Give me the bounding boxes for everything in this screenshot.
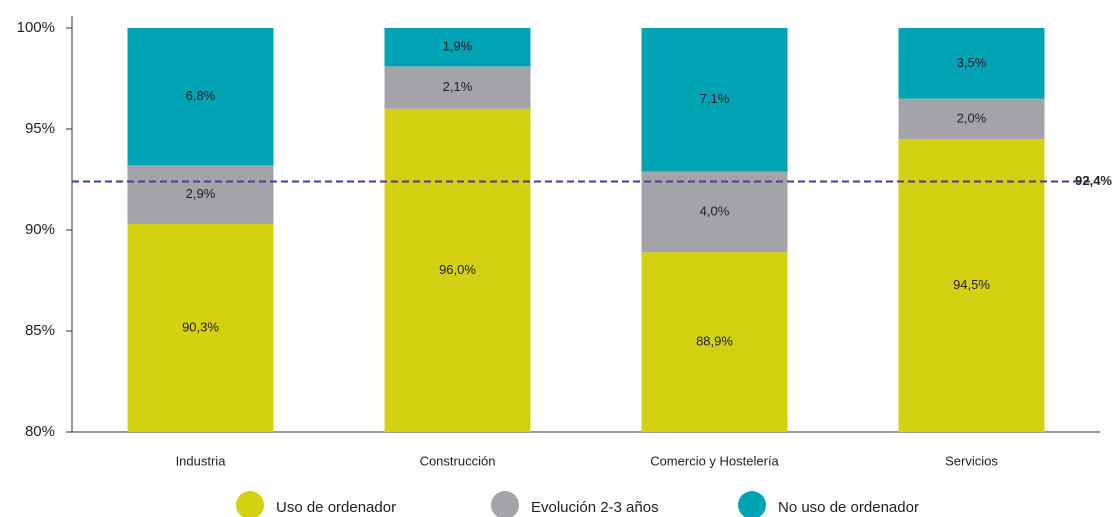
x-tick-label: Construcción	[420, 453, 496, 468]
reference-label: 92,4%	[1075, 173, 1112, 188]
data-label: 1,9%	[443, 39, 473, 54]
legend-label: Uso de ordenador	[276, 499, 396, 516]
bar-segment	[898, 98, 1045, 140]
legend-swatch	[738, 491, 766, 517]
data-label: 2,0%	[957, 110, 987, 125]
x-tick-label: Industria	[176, 453, 227, 468]
y-tick-label: 95%	[25, 120, 55, 137]
x-tick-label: Servicios	[945, 453, 998, 468]
bars	[127, 28, 1045, 432]
legend-swatch	[236, 491, 264, 517]
bar-segment	[641, 28, 788, 172]
legend-label: No uso de ordenador	[778, 499, 919, 516]
y-tick-label: 90%	[25, 221, 55, 238]
y-tick-label: 80%	[25, 423, 55, 440]
bar-segment	[384, 108, 531, 432]
y-tick-label: 100%	[17, 19, 55, 36]
bar-segment	[384, 28, 531, 67]
data-label: 3,5%	[957, 55, 987, 70]
y-tick-label: 85%	[25, 322, 55, 339]
data-label: 90,3%	[182, 319, 219, 334]
data-label: 2,1%	[443, 79, 473, 94]
bar-segment	[127, 28, 274, 166]
bar-segment	[127, 223, 274, 432]
data-label: 2,9%	[186, 186, 216, 201]
data-label: 7,1%	[700, 91, 730, 106]
bar-segment	[898, 28, 1045, 99]
legend-swatch	[491, 491, 519, 517]
x-tick-label: Comercio y Hostelería	[650, 453, 779, 468]
data-label: 94,5%	[953, 277, 990, 292]
bar-segment	[641, 252, 788, 432]
legend-label: Evolución 2-3 años	[531, 499, 659, 516]
data-label: 96,0%	[439, 262, 476, 277]
bar-segment	[641, 171, 788, 253]
data-label: 4,0%	[700, 203, 730, 218]
data-label: 88,9%	[696, 334, 733, 349]
data-label: 6,8%	[186, 88, 216, 103]
bar-segment	[384, 66, 531, 109]
bar-segment	[127, 165, 274, 224]
bar-segment	[898, 139, 1045, 432]
